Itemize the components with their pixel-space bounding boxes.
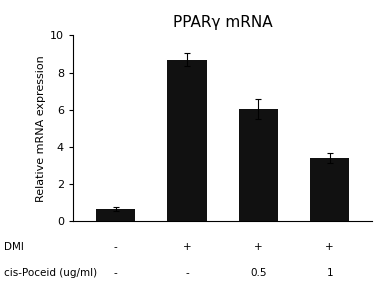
Title: PPARγ mRNA: PPARγ mRNA [173, 15, 273, 30]
Y-axis label: Relative mRNA expression: Relative mRNA expression [36, 55, 46, 202]
Text: -: - [114, 242, 118, 252]
Bar [239, 109, 278, 221]
Text: -: - [114, 268, 118, 278]
Bar [310, 158, 349, 221]
Text: 1: 1 [326, 268, 333, 278]
Text: -: - [185, 268, 189, 278]
Bar [167, 60, 207, 221]
Text: +: + [254, 242, 263, 252]
Bar [96, 209, 136, 221]
Text: DMI: DMI [4, 242, 24, 252]
Text: +: + [325, 242, 334, 252]
Text: +: + [183, 242, 191, 252]
Text: 0.5: 0.5 [250, 268, 266, 278]
Text: cis-Poceid (ug/ml): cis-Poceid (ug/ml) [4, 268, 97, 278]
